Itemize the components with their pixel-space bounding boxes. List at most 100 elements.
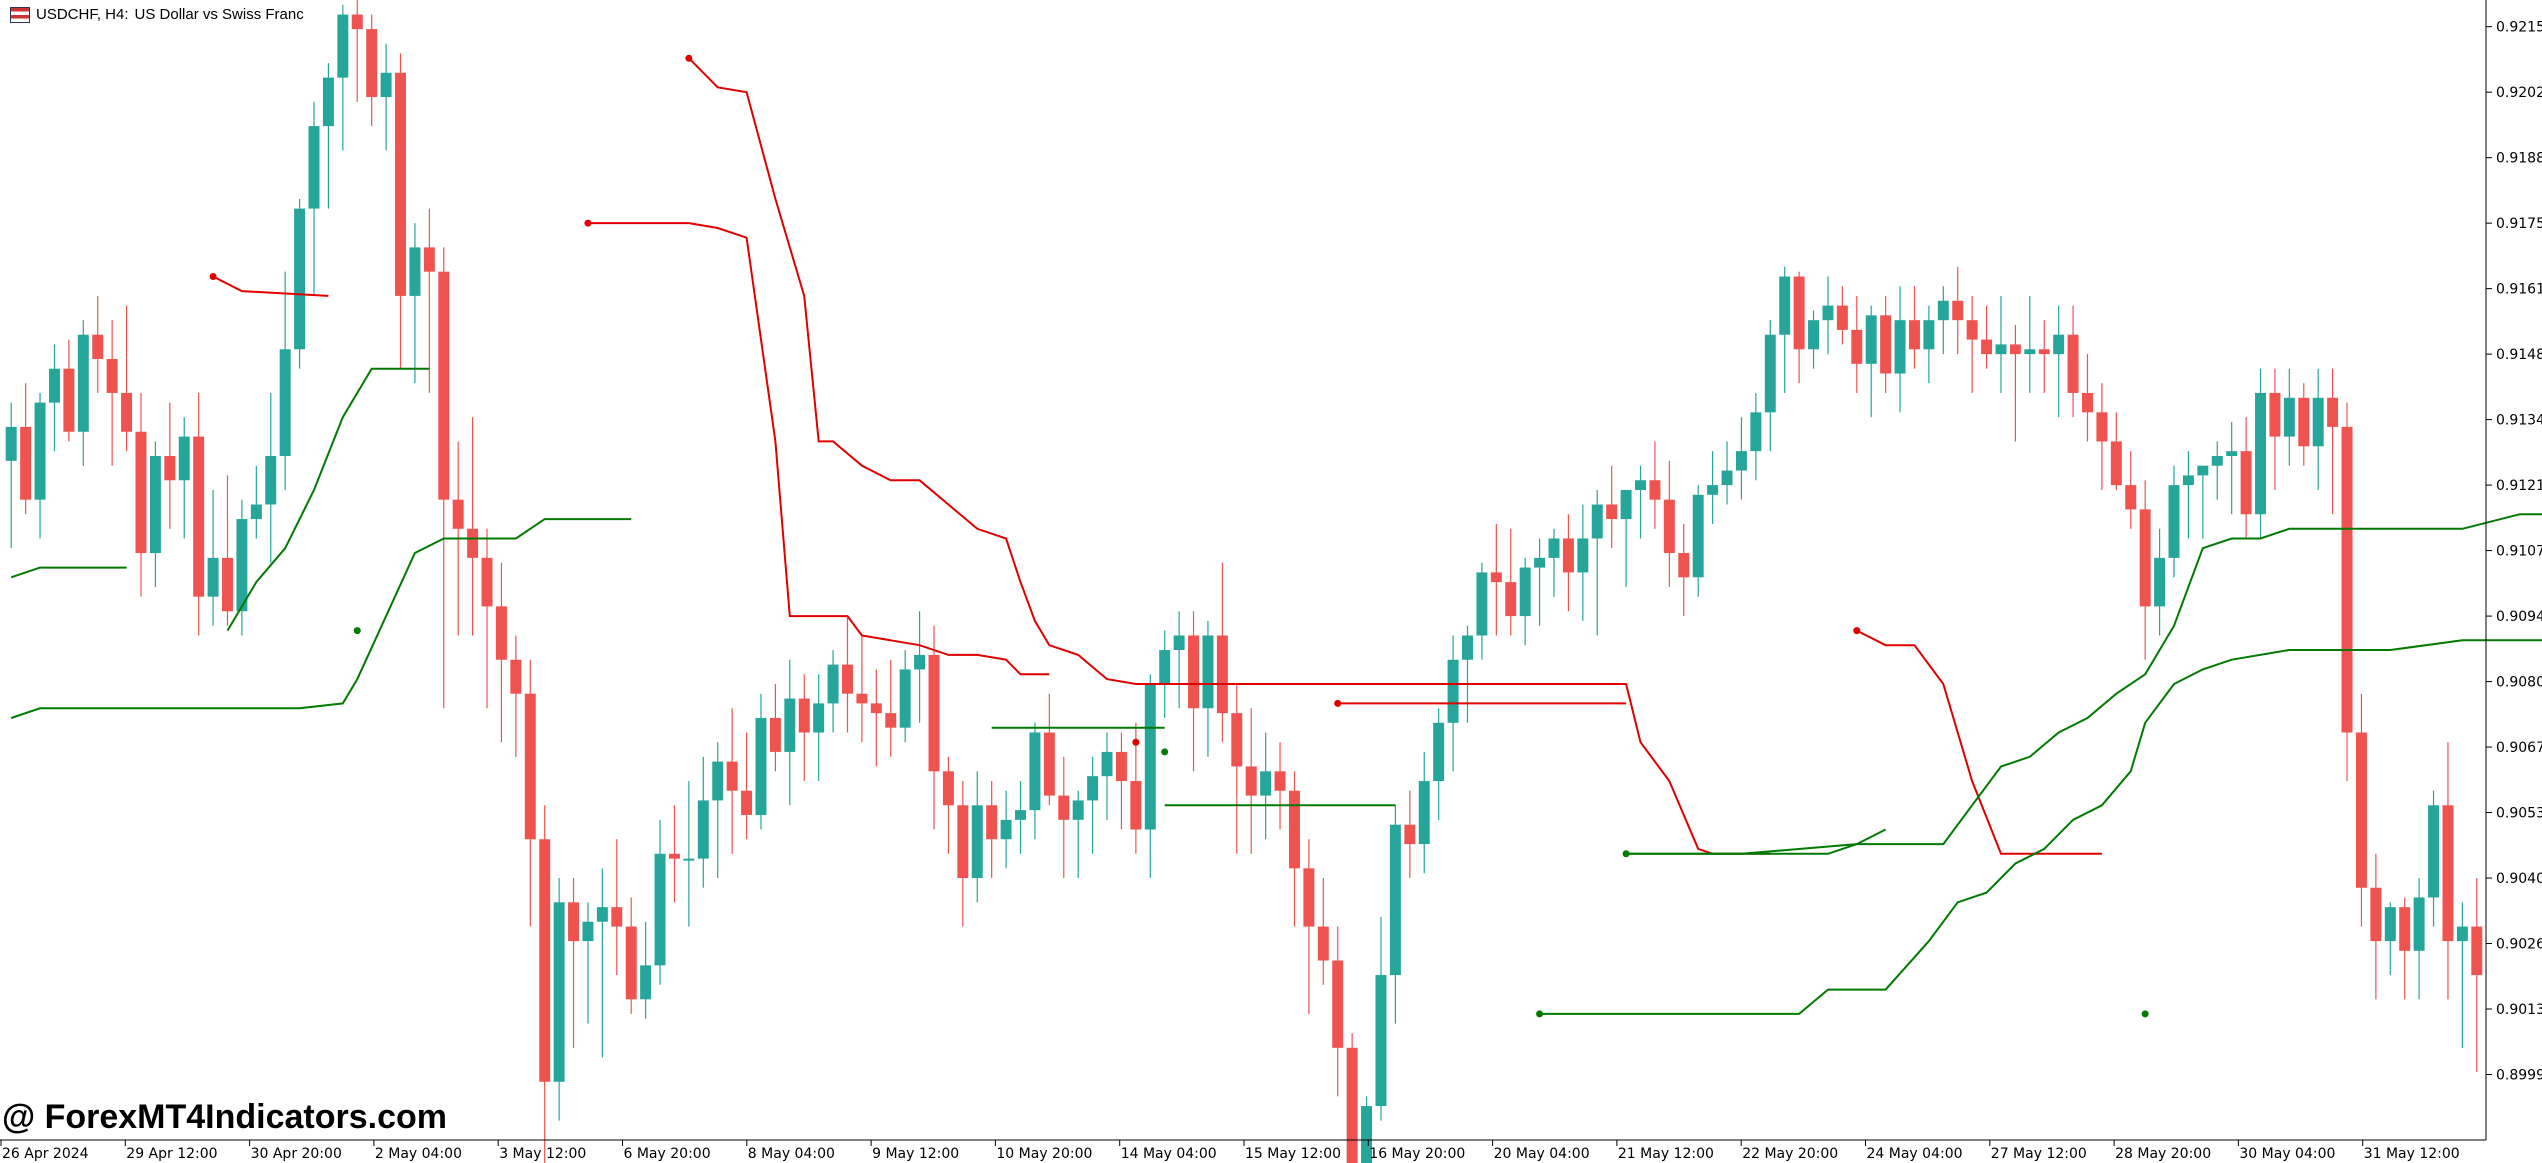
candle [1202,620,1214,757]
candle [20,383,32,515]
candle [668,805,680,903]
upper-band-dot [1853,627,1861,635]
candle [1577,504,1589,621]
candle [1274,742,1286,830]
candle [1548,528,1560,597]
candle [409,223,421,384]
candle [2024,295,2036,393]
candle [1923,305,1935,384]
symbol-description: US Dollar vs Swiss Franc [134,6,304,23]
candle [34,392,46,539]
candle [2154,528,2166,636]
candle [914,611,926,723]
candle [92,295,104,393]
candle [2226,422,2238,515]
candle [351,0,363,102]
bands-layer [10,54,2542,1018]
candle [2038,320,2050,393]
candle [1750,392,1762,481]
upper-band-line [212,275,329,297]
candle [1663,460,1675,587]
candle [1058,756,1070,879]
candle [1115,732,1127,830]
candle [1995,295,2007,393]
candle [467,417,479,636]
candle [366,14,378,127]
candle [1908,286,1920,369]
candle [957,781,969,927]
chart-title: USDCHF, H4: US Dollar vs Swiss Franc [10,6,304,23]
candle [524,659,536,927]
time-tick-label: 9 May 12:00 [872,1146,959,1162]
candle [1793,271,1805,384]
candles-layer [5,0,2483,1163]
time-tick-label: 31 May 12:00 [2364,1146,2460,1162]
candle [1851,295,1863,393]
candle [2384,902,2396,976]
candle [1231,684,1243,854]
candle [1144,674,1156,879]
candle [395,53,406,369]
candle [1966,295,1978,393]
candle [322,63,334,209]
candle [2067,305,2079,418]
time-tick-label: 6 May 20:00 [624,1146,711,1162]
candle [899,650,911,743]
candle [712,742,724,879]
candle [1490,523,1502,636]
lower-band-line [1539,639,2542,1015]
candle [986,781,998,879]
candle [1894,286,1906,413]
candle [193,392,205,636]
candle [1606,465,1618,549]
price-tick-label: 0.92155 [2496,20,2542,36]
candle [2283,368,2295,466]
candle [1159,630,1171,718]
candle [1880,295,1892,393]
price-tick-label: 0.91075 [2496,544,2542,560]
candle [510,635,522,757]
candle [1361,1096,1373,1163]
candle [1332,926,1344,1097]
candle [1216,562,1228,743]
candle [2370,853,2382,1000]
candle [337,4,349,151]
price-tick-label: 0.91345 [2496,413,2542,429]
candle [1375,916,1387,1121]
candle [2355,693,2367,927]
candle [438,247,450,709]
candle [1952,266,1964,355]
candle [2082,354,2093,442]
watermark: @ ForexMT4Indicators.com [2,1098,448,1136]
time-tick-label: 26 Apr 2024 [2,1146,89,1162]
candle [2211,441,2223,500]
candle [726,708,738,854]
candle [1562,514,1574,612]
lower-band-line [10,566,127,579]
candle [2471,878,2483,1073]
candle [2428,790,2440,927]
candle [2009,325,2021,442]
upper-band-line [1856,629,2102,855]
candle [1678,523,1690,617]
time-tick-label: 14 May 04:00 [1121,1146,1217,1162]
price-tick-label: 0.90265 [2496,937,2542,953]
candle [294,198,306,369]
candle [1591,489,1603,636]
candle [1764,320,1776,452]
time-axis: 26 Apr 2024 29 Apr 12:00 30 Apr 20:00 2 May… [0,1139,2486,1162]
candle [1692,485,1704,597]
candle [2168,465,2180,578]
candle [1188,611,1200,772]
time-tick-label: 30 Apr 20:00 [251,1146,342,1162]
candle [250,465,262,539]
candle [1476,562,1488,660]
time-tick-label: 3 May 12:00 [499,1146,586,1162]
candle [495,562,507,743]
candle [5,402,17,549]
candle [1519,557,1531,646]
